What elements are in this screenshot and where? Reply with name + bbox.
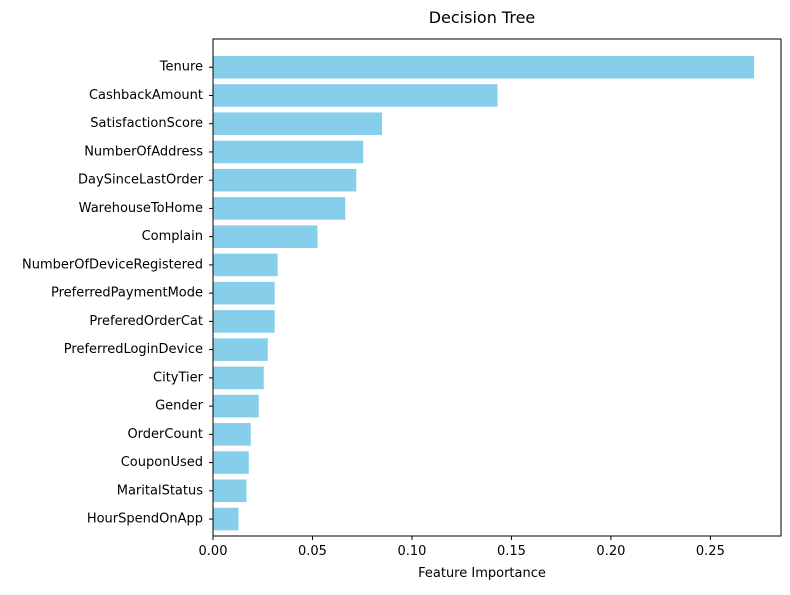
y-tick-label: Gender <box>155 399 204 414</box>
bar-PreferedOrderCat <box>213 310 275 333</box>
y-tick-label: NumberOfDeviceRegistered <box>22 257 203 272</box>
bar-Complain <box>213 225 318 248</box>
plot-frame <box>212 38 782 537</box>
x-axis-label: Feature Importance <box>418 566 546 581</box>
x-axis-ticks: 0.00 0.05 0.10 0.15 0.20 0.25 <box>199 536 725 559</box>
bar-OrderCount <box>213 423 251 446</box>
bar-NumberOfDeviceRegistered <box>213 253 278 277</box>
bar-CouponUsed <box>213 451 249 474</box>
y-tick-label: WarehouseToHome <box>79 201 203 216</box>
y-tick-label: OrderCount <box>127 427 203 442</box>
bar-DaySinceLastOrder <box>213 168 357 192</box>
bar-HourSpendOnApp <box>213 507 239 531</box>
bar-CashbackAmount <box>213 84 498 107</box>
y-tick-label: MaritalStatus <box>117 483 203 498</box>
chart-title: Decision Tree <box>429 8 536 27</box>
y-tick-label: PreferredPaymentMode <box>51 286 203 301</box>
bar-SatisfactionScore <box>213 112 383 136</box>
y-tick-label: SatisfactionScore <box>90 116 203 131</box>
y-axis-ticks: Tenure CashbackAmount SatisfactionScore Num… <box>22 60 213 527</box>
x-tick-label: 0.10 <box>397 544 426 559</box>
bar-Tenure <box>213 55 755 79</box>
bar-Gender <box>213 394 259 418</box>
x-tick-label: 0.05 <box>298 544 327 559</box>
y-tick-label: DaySinceLastOrder <box>78 173 204 188</box>
y-tick-label: Tenure <box>159 60 203 75</box>
bar-WarehouseToHome <box>213 197 346 220</box>
y-tick-label: PreferredLoginDevice <box>64 342 203 357</box>
bar-PreferredLoginDevice <box>213 338 268 361</box>
bar-PreferredPaymentMode <box>213 281 275 305</box>
y-tick-label: CityTier <box>153 370 204 385</box>
x-tick-label: 0.20 <box>596 544 625 559</box>
bar-CityTier <box>213 366 264 390</box>
bar-MaritalStatus <box>213 479 247 503</box>
y-tick-label: CouponUsed <box>121 455 203 470</box>
bar-NumberOfAddress <box>213 140 364 164</box>
y-tick-label: HourSpendOnApp <box>87 512 203 527</box>
y-tick-label: PreferedOrderCat <box>89 314 203 329</box>
bars-layer <box>213 55 755 531</box>
x-tick-label: 0.00 <box>199 544 228 559</box>
y-tick-label: CashbackAmount <box>89 88 203 103</box>
y-tick-label: Complain <box>142 229 203 244</box>
x-tick-label: 0.25 <box>696 544 725 559</box>
x-tick-label: 0.15 <box>497 544 526 559</box>
y-tick-label: NumberOfAddress <box>84 144 203 159</box>
